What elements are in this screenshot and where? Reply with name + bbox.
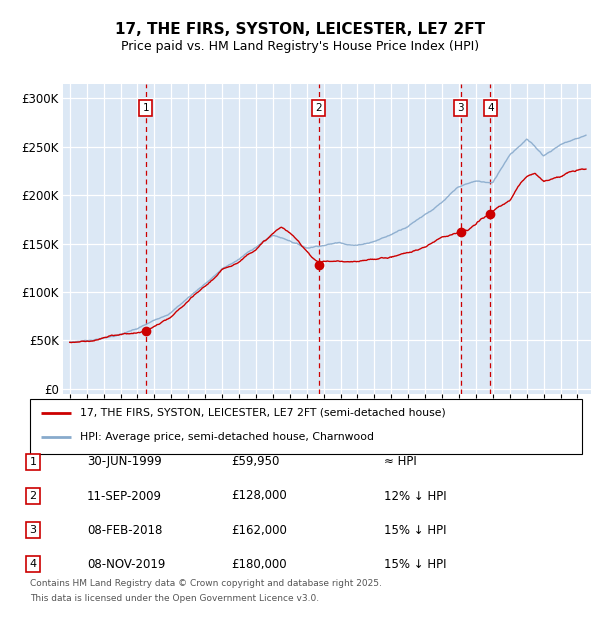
- Text: ≈ HPI: ≈ HPI: [384, 456, 417, 468]
- Text: 2: 2: [29, 491, 37, 501]
- Text: £180,000: £180,000: [231, 558, 287, 570]
- Text: 11-SEP-2009: 11-SEP-2009: [87, 490, 162, 502]
- Text: This data is licensed under the Open Government Licence v3.0.: This data is licensed under the Open Gov…: [30, 593, 319, 603]
- Text: £128,000: £128,000: [231, 490, 287, 502]
- Text: 17, THE FIRS, SYSTON, LEICESTER, LE7 2FT: 17, THE FIRS, SYSTON, LEICESTER, LE7 2FT: [115, 22, 485, 37]
- Text: 15% ↓ HPI: 15% ↓ HPI: [384, 524, 446, 536]
- Text: 30-JUN-1999: 30-JUN-1999: [87, 456, 162, 468]
- Text: 2: 2: [315, 103, 322, 113]
- Text: 3: 3: [29, 525, 37, 535]
- Text: 17, THE FIRS, SYSTON, LEICESTER, LE7 2FT (semi-detached house): 17, THE FIRS, SYSTON, LEICESTER, LE7 2FT…: [80, 408, 445, 418]
- Text: 1: 1: [29, 457, 37, 467]
- Text: £59,950: £59,950: [231, 456, 280, 468]
- Text: 15% ↓ HPI: 15% ↓ HPI: [384, 558, 446, 570]
- Text: 12% ↓ HPI: 12% ↓ HPI: [384, 490, 446, 502]
- Text: 08-FEB-2018: 08-FEB-2018: [87, 524, 163, 536]
- Text: 3: 3: [457, 103, 464, 113]
- Text: Contains HM Land Registry data © Crown copyright and database right 2025.: Contains HM Land Registry data © Crown c…: [30, 578, 382, 588]
- Text: £162,000: £162,000: [231, 524, 287, 536]
- Text: Price paid vs. HM Land Registry's House Price Index (HPI): Price paid vs. HM Land Registry's House …: [121, 40, 479, 53]
- Text: 1: 1: [143, 103, 149, 113]
- Text: 08-NOV-2019: 08-NOV-2019: [87, 558, 166, 570]
- Text: HPI: Average price, semi-detached house, Charnwood: HPI: Average price, semi-detached house,…: [80, 432, 374, 442]
- Text: 4: 4: [487, 103, 494, 113]
- Text: 4: 4: [29, 559, 37, 569]
